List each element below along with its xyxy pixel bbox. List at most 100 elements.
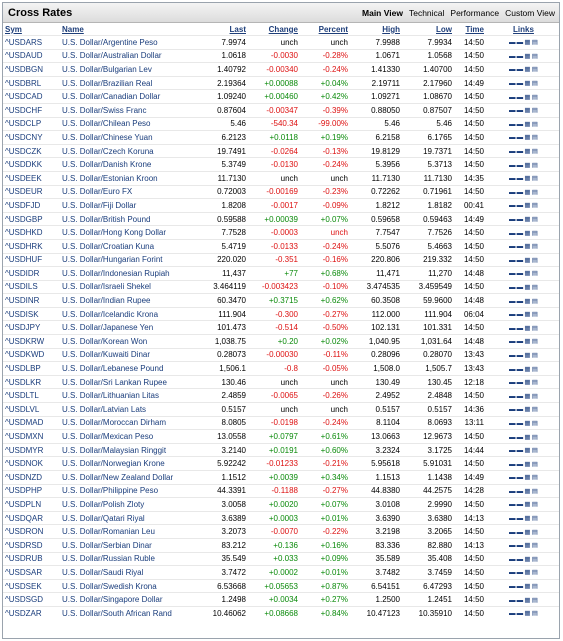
symbol-link[interactable]: ^USDNOK	[3, 456, 60, 471]
symbol-link[interactable]: ^USDBGN	[3, 62, 60, 77]
options-icon[interactable]: ▤	[531, 515, 539, 523]
table-row[interactable]: ^USDPHP U.S. Dollar/Philippine Peso 44.339…	[3, 483, 559, 498]
options-icon[interactable]: ▤	[531, 93, 539, 101]
chart-icon[interactable]: ▦	[524, 311, 531, 319]
symbol-link[interactable]: ^USDPHP	[3, 483, 60, 498]
quote-icon[interactable]: ▬	[508, 610, 516, 618]
table-row[interactable]: ^USDDKK U.S. Dollar/Danish Krone 5.3749 -0.…	[3, 157, 559, 172]
quote-icon[interactable]: ▬	[508, 474, 516, 482]
chart-icon[interactable]: ▦	[524, 501, 531, 509]
quote-icon[interactable]: ▬	[508, 270, 516, 278]
options-icon[interactable]: ▤	[531, 501, 539, 509]
options-icon[interactable]: ▤	[531, 569, 539, 577]
table-row[interactable]: ^USDISK U.S. Dollar/Icelandic Krona 111.90…	[3, 306, 559, 321]
news-icon[interactable]: ▬	[516, 324, 524, 332]
news-icon[interactable]: ▬	[516, 433, 524, 441]
currency-name-link[interactable]: U.S. Dollar/Indonesian Rupiah	[60, 266, 200, 281]
news-icon[interactable]: ▬	[516, 528, 524, 536]
quote-icon[interactable]: ▬	[508, 107, 516, 115]
news-icon[interactable]: ▬	[516, 338, 524, 346]
chart-icon[interactable]: ▦	[524, 216, 531, 224]
options-icon[interactable]: ▤	[531, 148, 539, 156]
chart-icon[interactable]: ▦	[524, 93, 531, 101]
news-icon[interactable]: ▬	[516, 610, 524, 618]
news-icon[interactable]: ▬	[516, 80, 524, 88]
table-row[interactable]: ^USDAUD U.S. Dollar/Australian Dollar 1.06…	[3, 48, 559, 63]
options-icon[interactable]: ▤	[531, 175, 539, 183]
news-icon[interactable]: ▬	[516, 120, 524, 128]
chart-icon[interactable]: ▦	[524, 270, 531, 278]
options-icon[interactable]: ▤	[531, 188, 539, 196]
news-icon[interactable]: ▬	[516, 569, 524, 577]
quote-icon[interactable]: ▬	[508, 188, 516, 196]
currency-name-link[interactable]: U.S. Dollar/Malaysian Ringgit	[60, 442, 200, 457]
symbol-link[interactable]: ^USDHUF	[3, 252, 60, 267]
options-icon[interactable]: ▤	[531, 311, 539, 319]
symbol-link[interactable]: ^USDBRL	[3, 75, 60, 90]
chart-icon[interactable]: ▦	[524, 338, 531, 346]
currency-name-link[interactable]: U.S. Dollar/Indian Rupee	[60, 293, 200, 308]
table-row[interactable]: ^USDRON U.S. Dollar/Romanian Leu 3.2073 -0.…	[3, 524, 559, 539]
symbol-link[interactable]: ^USDNZD	[3, 470, 60, 485]
symbol-link[interactable]: ^USDJPY	[3, 320, 60, 335]
quote-icon[interactable]: ▬	[508, 202, 516, 210]
options-icon[interactable]: ▤	[531, 528, 539, 536]
news-icon[interactable]: ▬	[516, 229, 524, 237]
currency-name-link[interactable]: U.S. Dollar/Qatari Riyal	[60, 510, 200, 525]
symbol-link[interactable]: ^USDEUR	[3, 184, 60, 199]
options-icon[interactable]: ▤	[531, 52, 539, 60]
news-icon[interactable]: ▬	[516, 297, 524, 305]
chart-icon[interactable]: ▦	[524, 596, 531, 604]
chart-icon[interactable]: ▦	[524, 433, 531, 441]
options-icon[interactable]: ▤	[531, 202, 539, 210]
currency-name-link[interactable]: U.S. Dollar/Swedish Krona	[60, 578, 200, 593]
quote-icon[interactable]: ▬	[508, 487, 516, 495]
symbol-link[interactable]: ^USDKWD	[3, 347, 60, 362]
chart-icon[interactable]: ▦	[524, 120, 531, 128]
quote-icon[interactable]: ▬	[508, 596, 516, 604]
table-row[interactable]: ^USDSGD U.S. Dollar/Singapore Dollar 1.249…	[3, 592, 559, 607]
chart-icon[interactable]: ▦	[524, 80, 531, 88]
table-row[interactable]: ^USDCNY U.S. Dollar/Chinese Yuan 6.2123 +0.…	[3, 130, 559, 145]
currency-name-link[interactable]: U.S. Dollar/Australian Dollar	[60, 48, 200, 63]
symbol-link[interactable]: ^USDSAR	[3, 565, 60, 580]
quote-icon[interactable]: ▬	[508, 406, 516, 414]
currency-name-link[interactable]: U.S. Dollar/Romanian Leu	[60, 524, 200, 539]
options-icon[interactable]: ▤	[531, 583, 539, 591]
options-icon[interactable]: ▤	[531, 419, 539, 427]
col-header-sym[interactable]: Sym	[5, 24, 22, 34]
performance-view-link[interactable]: Performance	[450, 7, 500, 18]
chart-icon[interactable]: ▦	[524, 460, 531, 468]
news-icon[interactable]: ▬	[516, 283, 524, 291]
table-row[interactable]: ^USDKWD U.S. Dollar/Kuwaiti Dinar 0.28073-…	[3, 347, 559, 362]
news-icon[interactable]: ▬	[516, 460, 524, 468]
options-icon[interactable]: ▤	[531, 134, 539, 142]
table-row[interactable]: ^USDARS U.S. Dollar/Argentine Peso 7.9974 u…	[3, 35, 559, 50]
options-icon[interactable]: ▤	[531, 229, 539, 237]
options-icon[interactable]: ▤	[531, 161, 539, 169]
symbol-link[interactable]: ^USDARS	[3, 35, 60, 50]
options-icon[interactable]: ▤	[531, 243, 539, 251]
currency-name-link[interactable]: U.S. Dollar/Israeli Shekel	[60, 279, 200, 294]
options-icon[interactable]: ▤	[531, 216, 539, 224]
symbol-link[interactable]: ^USDMYR	[3, 442, 60, 457]
chart-icon[interactable]: ▦	[524, 66, 531, 74]
news-icon[interactable]: ▬	[516, 66, 524, 74]
currency-name-link[interactable]: U.S. Dollar/Latvian Lats	[60, 402, 200, 417]
news-icon[interactable]: ▬	[516, 487, 524, 495]
news-icon[interactable]: ▬	[516, 379, 524, 387]
currency-name-link[interactable]: U.S. Dollar/Moroccan Dirham	[60, 415, 200, 430]
symbol-link[interactable]: ^USDSGD	[3, 592, 60, 607]
quote-icon[interactable]: ▬	[508, 148, 516, 156]
options-icon[interactable]: ▤	[531, 379, 539, 387]
news-icon[interactable]: ▬	[516, 583, 524, 591]
chart-icon[interactable]: ▦	[524, 52, 531, 60]
col-header-time[interactable]: Time	[465, 24, 484, 34]
news-icon[interactable]: ▬	[516, 392, 524, 400]
quote-icon[interactable]: ▬	[508, 433, 516, 441]
col-header-change[interactable]: Change	[268, 24, 298, 34]
currency-name-link[interactable]: U.S. Dollar/Chilean Peso	[60, 116, 200, 131]
quote-icon[interactable]: ▬	[508, 501, 516, 509]
table-row[interactable]: ^USDHKD U.S. Dollar/Hong Kong Dollar 7.752…	[3, 225, 559, 240]
quote-icon[interactable]: ▬	[508, 324, 516, 332]
